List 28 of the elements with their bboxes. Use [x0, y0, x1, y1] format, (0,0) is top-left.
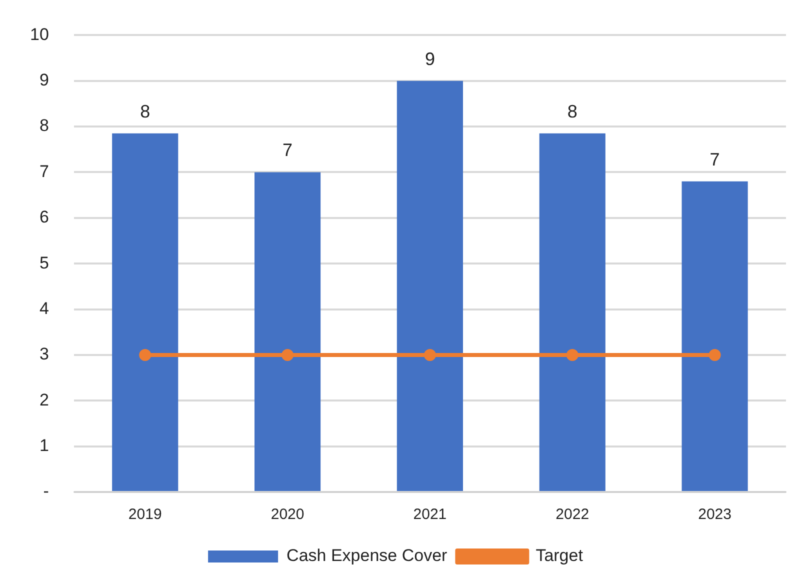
bar — [539, 133, 606, 491]
y-tick-label: 9 — [39, 70, 49, 90]
y-tick-label: 6 — [39, 208, 49, 227]
bar — [112, 133, 178, 491]
bar — [396, 80, 463, 491]
data-label: 8 — [567, 101, 578, 122]
x-tick-label: 2022 — [556, 506, 590, 524]
bar — [254, 172, 321, 491]
y-tick-label: 1 — [39, 436, 49, 456]
data-label: 7 — [282, 140, 293, 160]
y-tick-label: 10 — [30, 24, 49, 44]
x-tick-label: 2019 — [128, 506, 162, 524]
x-tick-label: 2021 — [413, 506, 447, 524]
legend-label: Target — [536, 546, 584, 566]
y-tick-label: - — [43, 482, 49, 501]
x-tick-label: 2020 — [270, 506, 304, 524]
y-tick-label: 2 — [39, 390, 49, 410]
y-tick-label: 8 — [39, 116, 49, 136]
y-tick-label: 3 — [39, 344, 49, 364]
data-label: 8 — [140, 101, 150, 122]
legend-label: Cash Expense Cover — [286, 546, 448, 566]
data-label: 9 — [424, 48, 435, 69]
y-tick-label: 4 — [39, 298, 49, 318]
bar — [682, 181, 748, 491]
x-tick-label: 2023 — [698, 506, 732, 524]
data-label: 7 — [710, 149, 720, 170]
y-tick-label: 5 — [39, 253, 49, 272]
y-tick-label: 7 — [39, 162, 49, 181]
